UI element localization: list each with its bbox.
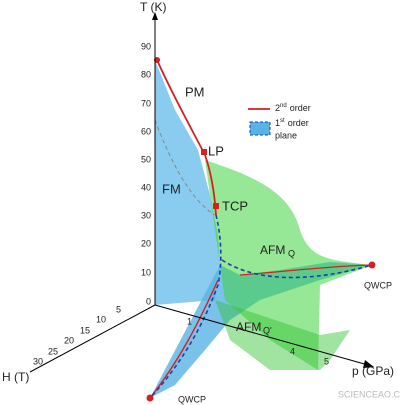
tick-label: 30 [141,210,151,220]
region-sub: Q' [263,325,272,335]
tick-label: 90 [141,41,151,51]
tick-label: 5 [116,304,121,314]
tick-label: 4 [290,346,295,356]
legend-text: plane [275,130,297,140]
qwcp-point [368,261,376,269]
second-order-line [149,279,219,399]
region-label: FM [162,181,181,196]
afm-q2-sheet [215,300,350,370]
legend-text: 2nd order [275,103,311,114]
tick-label: 50 [141,154,151,164]
point-label: TCP [222,198,248,213]
tick-label: 20 [64,335,74,345]
tick-label: 0 [146,296,151,306]
tick-label: 80 [141,69,151,79]
tick-label: 25 [48,346,58,356]
legend-text: 1st order [275,118,309,129]
tick-label: 1 [187,316,192,326]
watermark: SCIENCEAO.COM [338,389,400,399]
region-label: PM [185,84,205,99]
fm-plane [155,60,220,305]
p-axis [154,304,369,366]
tick-label: 40 [141,182,151,192]
point-label: LP [208,143,224,158]
first-order-line [221,259,373,279]
legend-swatch [249,121,271,136]
first-order-line [149,214,222,399]
tick-label: 30 [33,356,43,366]
region-label: AFM [236,320,261,334]
axis-label: T (K) [140,0,166,14]
arrow [363,360,374,368]
region-sub: Q [288,248,295,258]
tick-label: 15 [80,325,90,335]
tick-label: 10 [96,314,106,324]
tcp-point [213,203,219,209]
qwcp-point [146,394,154,402]
axis-label: H (T) [2,370,29,384]
afm-q-sheet [205,160,372,370]
lp-point [201,149,207,155]
axis-label: p (GPa) [352,364,394,378]
point-label: QWCP [364,280,392,290]
h-axis [29,304,156,373]
region-label: AFM [260,243,285,257]
first-order-wings [150,262,372,398]
tick-label: 10 [141,267,151,277]
arrow [152,12,158,20]
tick-label: 5 [324,356,329,366]
tick-label: 20 [141,238,151,248]
tick-label: 70 [141,98,151,108]
second-order-line [239,264,373,276]
tick-label: 60 [141,126,151,136]
point-label: QWCP [178,394,206,404]
